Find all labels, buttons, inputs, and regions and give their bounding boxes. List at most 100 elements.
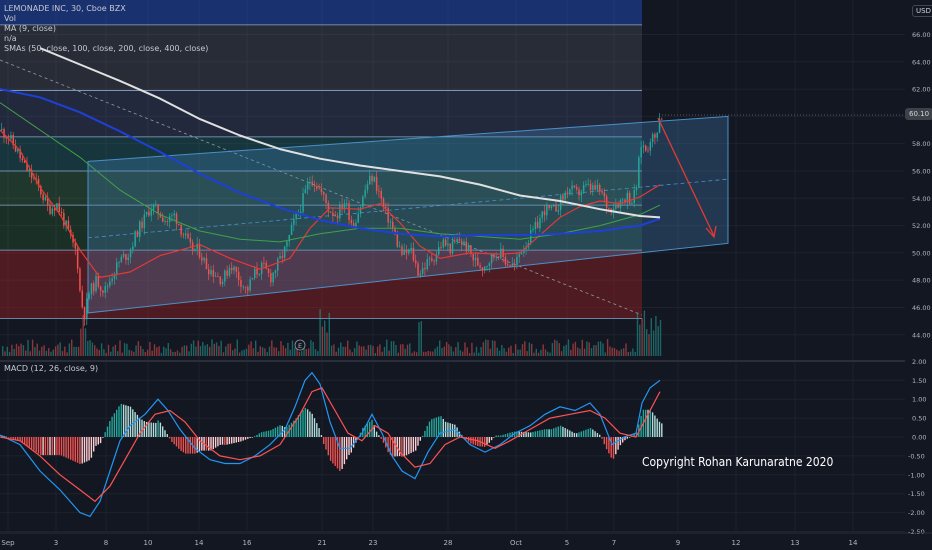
volume-bar (20, 343, 22, 356)
macd-histogram-bar (378, 435, 380, 437)
macd-histogram-bar (369, 421, 371, 437)
volume-bar (151, 350, 153, 356)
volume-bar (11, 344, 13, 356)
macd-histogram-bar (647, 409, 649, 437)
volume-bar (303, 344, 305, 356)
macd-histogram-bar (109, 421, 111, 437)
candle-body (235, 266, 238, 272)
macd-histogram-bar (293, 420, 295, 437)
price-axis-tick: 48.00 (912, 277, 931, 285)
volume-bar (489, 348, 491, 356)
volume-bar (521, 344, 524, 356)
volume-bar (351, 352, 353, 356)
candle-body (534, 221, 537, 229)
volume-bar (399, 344, 402, 356)
macd-label[interactable]: MACD (12, 26, close, 9) (4, 364, 99, 373)
macd-histogram-bar (490, 437, 493, 441)
macd-histogram-bar (97, 437, 99, 445)
candle-body (180, 224, 182, 235)
macd-histogram-bar (182, 437, 185, 453)
volume-bar (595, 345, 597, 356)
candle-body (424, 268, 426, 270)
candle-body (81, 290, 83, 308)
macd-legend[interactable]: MACD (12, 26, close, 9) (4, 364, 98, 374)
volume-bar (466, 347, 468, 356)
volume-bar (445, 342, 448, 356)
macd-histogram-bar (424, 430, 426, 437)
macd-histogram-bar (329, 437, 332, 461)
earnings-marker-label: E (298, 342, 302, 350)
fib-zone (0, 24, 642, 91)
volume-bar (96, 348, 98, 356)
volume-bar (64, 346, 66, 356)
macd-histogram-bar (143, 421, 145, 437)
macd-histogram-bar (594, 431, 596, 437)
candle-body (30, 169, 33, 178)
macd-histogram-bar (477, 437, 479, 447)
candle-body (198, 243, 201, 258)
time-axis-tick: 7 (612, 539, 616, 547)
macd-histogram-bar (599, 434, 601, 437)
candle-body (642, 145, 645, 148)
candle-body (166, 221, 169, 222)
macd-histogram-bar (559, 425, 562, 437)
macd-histogram-bar (534, 431, 536, 437)
macd-histogram-bar (88, 437, 90, 461)
volume-bar (376, 346, 379, 356)
candle-body (83, 307, 86, 320)
candle-body (323, 192, 325, 195)
volume-bar (257, 351, 259, 356)
candle-body (300, 211, 302, 214)
time-axis-tick: Sep (1, 539, 15, 547)
macd-histogram-bar (325, 437, 327, 450)
macd-histogram-bar (523, 431, 525, 437)
macd-histogram-bar (127, 406, 129, 437)
volume-bar (324, 320, 326, 356)
volume-bar (163, 346, 165, 356)
macd-histogram-bar (518, 431, 520, 437)
macd-histogram-bar (412, 437, 415, 452)
macd-histogram-bar (382, 437, 385, 443)
price-axis-tick: 50.00 (912, 249, 931, 257)
volume-bar (77, 346, 80, 356)
volume-bar (432, 351, 434, 356)
candle-body (320, 188, 323, 193)
smas-legend[interactable]: SMAs (50, close, 100, close, 200, close,… (4, 44, 209, 53)
candle-body (341, 204, 343, 210)
macd-histogram-bar (235, 437, 237, 443)
macd-histogram-bar (47, 437, 49, 456)
volume-bar (636, 312, 639, 356)
candle-body (346, 203, 348, 204)
volume-bar (632, 348, 634, 356)
volume-bar (123, 343, 126, 356)
candle-body (127, 257, 129, 261)
candle-body (477, 257, 479, 266)
price-axis: 66.0064.0062.0060.0058.0056.0054.0052.00… (912, 31, 931, 339)
macd-histogram-bar (304, 407, 306, 437)
ma-legend[interactable]: MA (9, close) (4, 24, 56, 33)
volume-bar (464, 342, 466, 356)
macd-histogram-bar (44, 437, 47, 456)
symbol-title[interactable]: LEMONADE INC, 30, Cboe BZX (4, 4, 126, 13)
macd-histogram-bar (387, 437, 389, 453)
volume-bar (583, 348, 586, 356)
volume-bar (199, 346, 202, 356)
macd-histogram-bar (120, 403, 122, 437)
macd-histogram-bar (332, 437, 334, 464)
moving-average-line (0, 129, 661, 278)
candle-body (626, 192, 629, 203)
volume-bar (181, 346, 183, 356)
candle-body (231, 267, 233, 271)
volume-bar (572, 343, 574, 356)
currency-badge[interactable]: USD (912, 5, 932, 17)
macd-histogram-bar (237, 437, 240, 443)
vol-legend[interactable]: Vol (4, 14, 16, 23)
time-axis-tick: 5 (565, 539, 569, 547)
macd-histogram-bar (63, 437, 65, 457)
volume-bar (110, 351, 112, 356)
candle-body (488, 263, 491, 266)
volume-bar (266, 352, 268, 356)
price-axis-tick: 62.00 (912, 86, 931, 94)
macd-histogram-bar (122, 404, 125, 437)
